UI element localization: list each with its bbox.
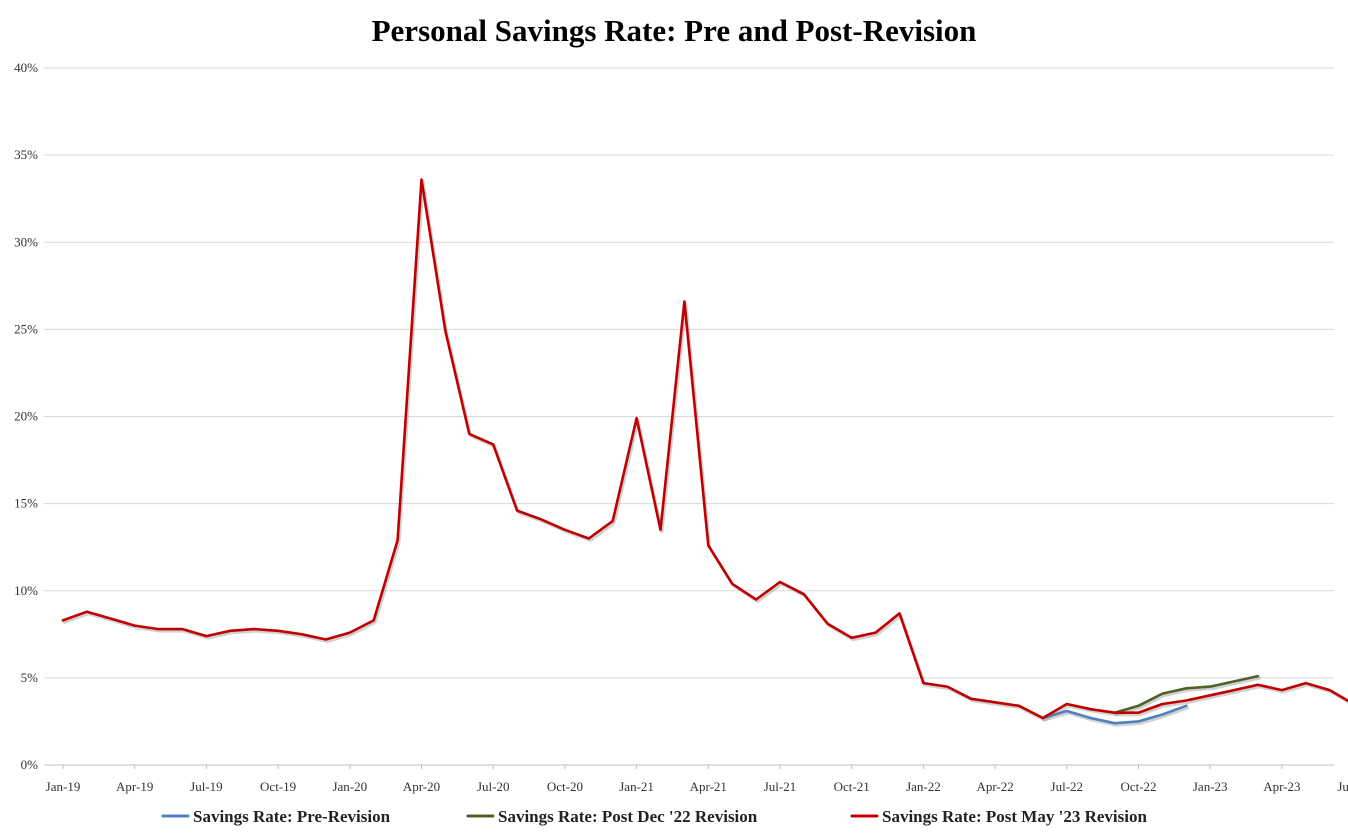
legend: Savings Rate: Pre-Revision Savings Rate: … <box>161 807 1147 826</box>
y-tick-label: 35% <box>14 147 38 162</box>
series-paths <box>61 178 1348 725</box>
x-tick-label: Apr-23 <box>1263 779 1300 794</box>
y-tick-label: 20% <box>14 409 38 424</box>
x-tick-label: Apr-20 <box>403 779 440 794</box>
x-tick-label: Jan-21 <box>619 779 654 794</box>
x-tick-label: Jul-19 <box>190 779 223 794</box>
series-line-savings-rate-post-dec-22-revision <box>1113 674 1260 714</box>
x-tick-label: Oct-22 <box>1120 779 1156 794</box>
series-shadow-savings-rate-post-dec-22-revision <box>1114 676 1261 717</box>
x-tick-label: Oct-19 <box>260 779 296 794</box>
series-line-savings-rate-pre-revision <box>1041 704 1188 725</box>
legend-item: Savings Rate: Post Dec '22 Revision <box>466 807 758 826</box>
x-tick-label: Jan-22 <box>906 779 941 794</box>
y-tick-label: 10% <box>14 583 38 598</box>
y-tick-label: 25% <box>14 321 38 336</box>
x-tick-label: Jan-20 <box>332 779 367 794</box>
series-shadow-savings-rate-post-may-23-revision <box>63 180 1348 722</box>
series-lines <box>61 178 1348 727</box>
x-axis-tick-labels: Jan-19 Apr-19 Jul-19 Oct-19 Jan-20 Apr-20 Jul-… <box>46 765 1348 794</box>
x-tick-label: Jul-21 <box>764 779 797 794</box>
series-shadows <box>63 180 1348 727</box>
x-tick-label: Oct-21 <box>834 779 870 794</box>
legend-label: Savings Rate: Post May '23 Revision <box>882 807 1147 826</box>
x-tick-label: Jul-23 <box>1337 779 1348 794</box>
x-tick-label: Oct-20 <box>547 779 583 794</box>
series-shadow-savings-rate-pre-revision <box>1042 706 1190 727</box>
legend-label: Savings Rate: Post Dec '22 Revision <box>498 807 758 826</box>
legend-item: Savings Rate: Post May '23 Revision <box>850 807 1147 826</box>
x-tick-label: Jul-20 <box>477 779 510 794</box>
x-tick-label: Jan-19 <box>46 779 81 794</box>
legend-label: Savings Rate: Pre-Revision <box>193 807 391 826</box>
y-tick-label: 40% <box>14 60 38 75</box>
y-tick-label: 15% <box>14 496 38 511</box>
x-tick-label: Apr-21 <box>690 779 727 794</box>
series-line-savings-rate-post-may-23-revision <box>61 178 1348 720</box>
x-tick-label: Apr-22 <box>976 779 1013 794</box>
chart-title: Personal Savings Rate: Pre and Post-Revi… <box>372 13 977 48</box>
y-tick-label: 30% <box>14 234 38 249</box>
x-tick-label: Apr-19 <box>116 779 153 794</box>
gridlines <box>44 67 1334 766</box>
y-tick-label: 5% <box>21 670 39 685</box>
x-tick-label: Jul-22 <box>1051 779 1084 794</box>
x-tick-label: Jan-23 <box>1193 779 1228 794</box>
y-axis-tick-labels: 0% 5% 10% 15% 20% 25% 30% 35% 40% <box>14 60 38 772</box>
legend-item: Savings Rate: Pre-Revision <box>161 807 391 826</box>
y-tick-label: 0% <box>21 757 39 772</box>
